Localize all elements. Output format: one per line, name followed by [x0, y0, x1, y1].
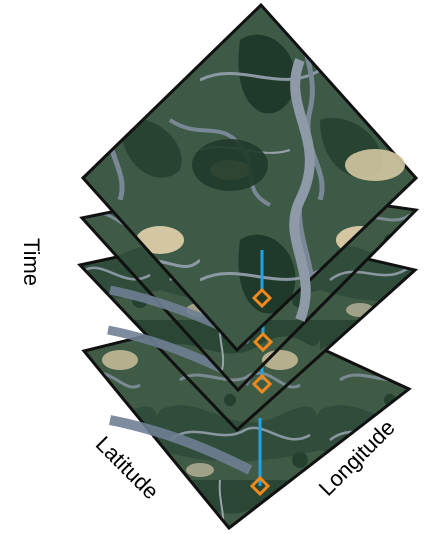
layer-top [80, 2, 419, 353]
latitude-axis-label: Latitude [91, 431, 164, 504]
time-axis-label: Time [19, 238, 44, 286]
marker-diamond-3 [251, 373, 273, 395]
marker-diamond-2 [252, 331, 274, 353]
marker-diamond-bottom [249, 475, 271, 497]
marker-diamond-top [251, 287, 273, 309]
